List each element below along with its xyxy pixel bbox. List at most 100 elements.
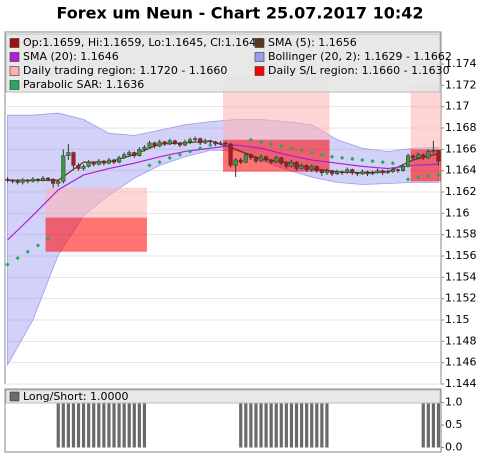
sar-dot (426, 173, 431, 179)
candle-body (40, 177, 46, 181)
long-short-bar (239, 402, 243, 448)
long-short-bar (310, 402, 314, 448)
chart-title: Forex um Neun - Chart 25.07.2017 10:42 (56, 4, 423, 23)
sar-dot (436, 172, 441, 178)
candle-body (147, 142, 152, 148)
bollinger-band (7, 112, 439, 367)
candle-body (243, 154, 248, 163)
y-tick-label: 1.0 (445, 396, 463, 409)
sar-dot (340, 155, 345, 160)
candle-body (101, 160, 106, 164)
candle-body (329, 170, 335, 175)
legend-swatch (254, 66, 265, 76)
indicator-line (7, 144, 439, 241)
long-short-bar (274, 402, 278, 448)
y-tick-label: 0.0 (445, 441, 463, 454)
y-tick-label: 1.172 (445, 78, 477, 91)
candle-body (319, 170, 324, 174)
y-tick-label: 1.148 (445, 334, 477, 347)
sar-dot (370, 158, 375, 164)
candle-body (177, 142, 182, 146)
sar-dot (187, 149, 193, 154)
long-short-bar (97, 402, 101, 448)
candle-body (436, 150, 441, 162)
candle-body (198, 138, 203, 144)
candle-body (350, 169, 355, 174)
legend-label: Bollinger (20, 2): 1.1629 - 1.1662 (268, 50, 452, 63)
legend-swatch (9, 80, 20, 90)
sar-dot (248, 137, 254, 142)
long-short-bar (284, 402, 288, 448)
y-tick-label: 1.164 (445, 164, 477, 177)
candle-body (360, 171, 365, 175)
candle-body (223, 142, 228, 145)
candle-body (96, 160, 101, 165)
candle-body (294, 161, 299, 169)
sar-dot (198, 146, 203, 151)
long-short-bar (92, 402, 96, 448)
candle-body (253, 157, 259, 162)
candle-body (10, 180, 15, 182)
legend-swatch (9, 52, 20, 62)
candle-body (228, 143, 233, 166)
long-short-bar (56, 402, 60, 448)
sar-dot (299, 148, 304, 153)
candle-body (152, 142, 157, 147)
long-short-bar (279, 402, 283, 448)
long-short-bar (112, 402, 116, 448)
long-short-bar (315, 402, 319, 448)
long-short-bar (76, 402, 81, 448)
y-tick-label: 1.146 (445, 356, 477, 369)
long-short-bar (127, 402, 131, 448)
candle-body (426, 151, 431, 159)
candle-body (314, 166, 319, 171)
candle-body (304, 165, 309, 170)
legend-label: Long/Short: 1.0000 (23, 390, 129, 403)
candle-body (91, 161, 96, 165)
candle-body (5, 178, 10, 181)
candle-body (238, 159, 243, 163)
candle-body (182, 141, 188, 146)
candle-body (132, 152, 137, 156)
sar-dot (289, 146, 294, 151)
candle-body (20, 180, 25, 183)
candle-body (213, 141, 218, 145)
candle-body (405, 155, 411, 167)
candle-body (71, 152, 76, 166)
long-short-bar (320, 402, 324, 448)
plot-layer: 1.144 1.146 1.148 1.15 1.152 1.154 1.156 1.158 1… (5, 33, 477, 454)
candle-body (395, 169, 400, 171)
sar-dot (269, 141, 274, 147)
candle-body (279, 157, 284, 164)
long-short-bar (264, 402, 268, 448)
candle-body (233, 159, 238, 166)
sar-dot (167, 155, 172, 160)
long-short-bar (87, 402, 91, 448)
candle-body (218, 142, 223, 145)
candle-body (299, 165, 304, 169)
y-tick-label: 1.162 (445, 185, 477, 198)
long-short-bar (269, 402, 273, 448)
sar-dot (360, 157, 365, 163)
long-short-bar (61, 402, 65, 448)
candle-body (193, 138, 198, 140)
sar-dot (45, 236, 51, 242)
y-tick-label: 1.152 (445, 292, 477, 305)
candle-body (385, 171, 390, 174)
legend-swatch (254, 38, 265, 48)
candle-body (370, 172, 375, 175)
candle-body (30, 178, 35, 182)
candle-body (208, 140, 213, 143)
candle-body (416, 154, 421, 159)
legend-label: SMA (5): 1.1656 (268, 36, 357, 49)
candle-body (355, 172, 360, 175)
sar-dot (147, 163, 152, 168)
candle-body (162, 141, 167, 145)
candle-body (111, 159, 117, 163)
long-short-bar (426, 402, 430, 448)
candle-body (421, 154, 426, 159)
candle-body (248, 154, 253, 159)
long-short-bar (299, 402, 304, 448)
sar-dot (208, 142, 213, 148)
